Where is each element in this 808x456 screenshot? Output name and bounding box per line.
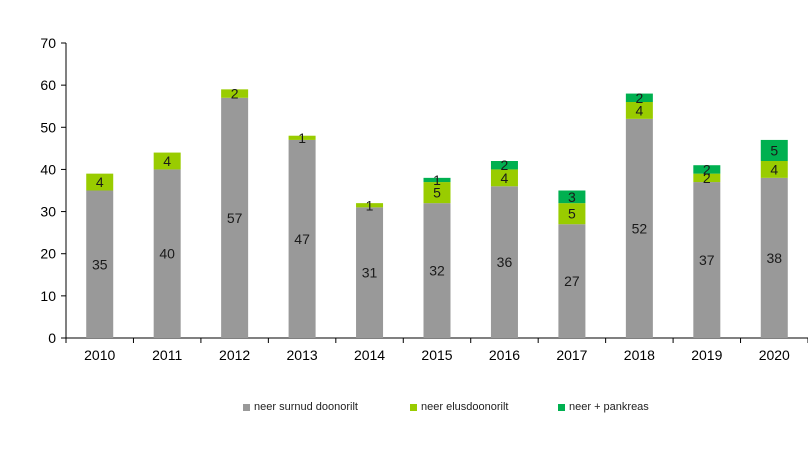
data-label: 27: [564, 273, 580, 289]
legend-swatch-gray: [243, 403, 250, 411]
bar-segment: [423, 203, 451, 338]
data-label: 32: [429, 263, 445, 279]
x-tick-label: 2018: [624, 347, 655, 363]
bar-segment: [625, 118, 653, 338]
data-label: 38: [766, 250, 782, 266]
legend-swatch-lime: [410, 403, 417, 411]
data-label: 1: [433, 172, 441, 188]
y-tick-label: 10: [40, 288, 56, 304]
legend-label: neer + pankreas: [569, 401, 649, 413]
x-tick-label: 2013: [287, 347, 318, 363]
data-label: 4: [96, 174, 104, 190]
data-label: 2: [635, 90, 643, 106]
x-axis: 2010 2011 2012 2013 2014 2015 2016 2017 2018 2019…: [65, 337, 808, 363]
y-tick-label: 30: [40, 204, 56, 220]
data-label: 1: [366, 197, 374, 213]
legend-label: neer surnud doonorilt: [254, 401, 358, 413]
bar-segment: [625, 102, 653, 119]
y-tick-label: 0: [48, 330, 56, 346]
bar-segment: [760, 139, 788, 161]
data-label: 37: [699, 252, 715, 268]
data-label: 47: [294, 231, 310, 247]
y-tick-label: 70: [40, 35, 56, 51]
bar-segment: [86, 173, 114, 191]
y-tick-label: 50: [40, 119, 56, 135]
data-label: 3: [568, 189, 576, 205]
data-label: 57: [227, 210, 243, 226]
data-label: 36: [497, 254, 513, 270]
x-tick-label: 2014: [354, 347, 385, 363]
bar-segment: [356, 203, 384, 208]
y-tick-label: 20: [40, 246, 56, 262]
data-label: 4: [770, 161, 778, 177]
data-label: 2: [231, 86, 239, 102]
data-label: 5: [433, 185, 441, 201]
x-tick-label: 2015: [421, 347, 452, 363]
legend-item-neer-elusdoonorilt: neer elusdoonorilt: [410, 401, 508, 413]
data-label: 2: [703, 161, 711, 177]
bars: [86, 89, 788, 339]
bar-segment: [693, 165, 721, 174]
bar-segment: [288, 139, 316, 338]
bar-segment: [86, 190, 114, 338]
x-tick-label: 2019: [691, 347, 722, 363]
legend: neer surnud doonorilt neer elusdoonorilt…: [0, 401, 808, 419]
x-tick-label: 2020: [759, 347, 790, 363]
x-tick-label: 2010: [84, 347, 115, 363]
bar-segment: [153, 169, 181, 338]
bar-segment: [558, 203, 586, 225]
x-tick-label: 2017: [556, 347, 587, 363]
bar-segment: [288, 135, 316, 140]
data-label: 4: [163, 153, 171, 169]
data-label: 31: [362, 265, 378, 281]
bar-segment: [558, 224, 586, 338]
bar-segment: [760, 177, 788, 338]
bar-segment: [693, 173, 721, 183]
data-label: 2: [703, 170, 711, 186]
bar-segment: [153, 152, 181, 170]
data-label: 2: [501, 157, 509, 173]
y-tick-label: 40: [40, 161, 56, 177]
data-label: 5: [770, 142, 778, 158]
bar-segment: [221, 97, 249, 339]
bar-segment: [423, 177, 451, 183]
y-axis: 0 10 20 30 40 50 60 70: [40, 35, 67, 346]
bar-segment: [558, 190, 586, 204]
y-tick-label: 60: [40, 77, 56, 93]
data-label: 35: [92, 256, 108, 272]
bar-segment: [221, 89, 249, 98]
x-tick-label: 2012: [219, 347, 250, 363]
data-label: 5: [568, 206, 576, 222]
bar-segment: [490, 186, 518, 338]
bar-segment: [760, 161, 788, 178]
data-label: 40: [159, 246, 175, 262]
legend-label: neer elusdoonorilt: [421, 401, 509, 413]
data-label: 52: [632, 220, 648, 236]
legend-swatch-green: [558, 403, 565, 411]
bar-segment: [625, 93, 653, 102]
stacked-bar-chart: 0 10 20 30 40 50 60 70 2010 2011 2012 2013 2014 2015…: [40, 35, 808, 363]
bar-segment: [490, 161, 518, 170]
bar-segment: [693, 182, 721, 338]
data-label: 1: [298, 130, 306, 146]
bar-segment: [423, 182, 451, 204]
data-label: 4: [635, 102, 643, 118]
x-tick-label: 2011: [152, 347, 182, 363]
legend-item-neer-pankreas: neer + pankreas: [558, 401, 649, 413]
legend-item-neer-surnud-doonorilt: neer surnud doonorilt: [243, 401, 358, 413]
x-tick-label: 2016: [489, 347, 520, 363]
data-label: 4: [501, 170, 509, 186]
bar-segment: [356, 207, 384, 338]
bar-segment: [490, 169, 518, 187]
